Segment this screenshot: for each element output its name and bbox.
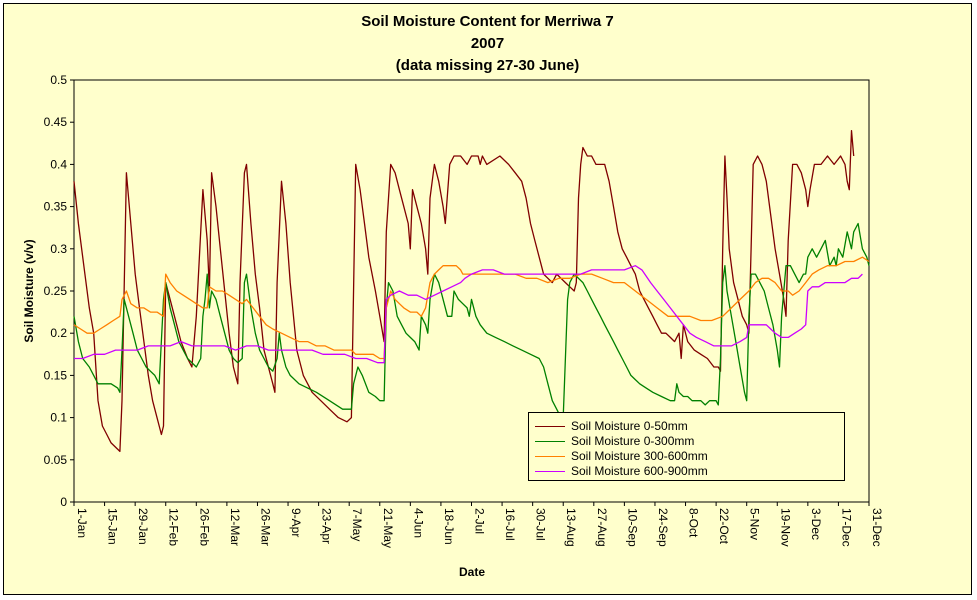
x-tick-label: 5-Nov [748,508,762,540]
x-tick-label: 26-Mar [258,508,272,546]
y-tick-label: 0.1 [50,411,67,425]
y-axis: 0 0.05 0.1 0.15 0.2 0.25 0.3 0.35 0.4 0.45 0.5 [44,73,74,509]
y-tick-label: 0.05 [44,453,68,467]
x-tick-label: 13-Aug [564,508,578,547]
series-line-3 [74,265,863,364]
x-tick-label: 15-Jan [106,508,120,545]
chart-title-line-3: (data missing 27-30 June) [395,57,580,74]
legend-swatch-300-600mm [535,456,565,458]
x-axis: 1-Jan 15-Jan 29-Jan 12-Feb 26-Feb 12-Mar 26-Ma… [73,502,884,548]
x-tick-label: 9-Apr [289,508,303,537]
x-tick-label: 30-Jul [534,508,548,541]
y-tick-label: 0.3 [50,242,67,256]
y-tick-label: 0.15 [44,368,68,382]
legend-swatch-600-900mm [535,471,565,473]
x-tick-label: 24-Sep [656,508,670,547]
y-tick-label: 0.25 [44,284,68,298]
y-tick-label: 0 [60,495,67,509]
legend-swatch-0-300mm [535,441,565,443]
x-tick-label: 16-Jul [503,508,517,541]
chart-title-line-1: Soil Moisture Content for Merriwa 7 [361,13,614,30]
y-tick-label: 0.35 [44,200,68,214]
x-tick-label: 31-Dec [870,508,884,547]
x-tick-label: 4-Jun [411,508,425,538]
legend-label: Soil Moisture 600-900mm [571,464,708,478]
x-tick-label: 12-Mar [228,508,242,546]
series-line-0 [73,129,855,453]
legend-item-600-900mm: Soil Moisture 600-900mm [535,464,708,479]
x-tick-label: 17-Dec [839,508,853,547]
x-tick-label: 23-Apr [320,508,334,544]
x-tick-label: 3-Dec [809,508,823,540]
x-tick-label: 1-Jan [75,508,89,538]
x-tick-label: 26-Feb [197,508,211,546]
x-tick-label: 18-Jun [442,508,456,545]
x-tick-label: 12-Feb [167,508,181,546]
legend-item-0-50mm: Soil Moisture 0-50mm [535,419,688,434]
x-tick-label: 27-Aug [595,508,609,547]
x-tick-label: 10-Sep [625,508,639,547]
series-group [73,129,870,453]
x-axis-label: Date [459,565,485,579]
y-tick-label: 0.5 [50,73,67,87]
x-tick-label: 2-Jul [473,508,487,534]
y-tick-label: 0.4 [50,157,67,171]
x-tick-label: 8-Oct [687,508,701,538]
y-axis-label: Soil Moisture (v/v) [22,239,36,342]
x-tick-label: 29-Jan [136,508,150,545]
legend-label: Soil Moisture 0-50mm [571,419,688,433]
legend: Soil Moisture 0-50mm Soil Moisture 0-300… [528,412,845,481]
legend-label: Soil Moisture 0-300mm [571,434,695,448]
y-tick-label: 0.45 [44,115,68,129]
legend-item-0-300mm: Soil Moisture 0-300mm [535,434,694,449]
x-tick-label: 21-May [381,508,395,548]
chart-title-line-2: 2007 [470,35,505,52]
series-line-1 [73,222,870,419]
legend-swatch-0-50mm [535,426,565,428]
legend-label: Soil Moisture 300-600mm [571,449,708,463]
y-tick-label: 0.2 [50,326,67,340]
series-line-2 [73,256,870,360]
legend-item-300-600mm: Soil Moisture 300-600mm [535,449,708,464]
x-tick-label: 7-May [350,508,364,541]
x-tick-label: 19-Nov [778,508,792,547]
x-tick-label: 22-Oct [717,508,731,545]
